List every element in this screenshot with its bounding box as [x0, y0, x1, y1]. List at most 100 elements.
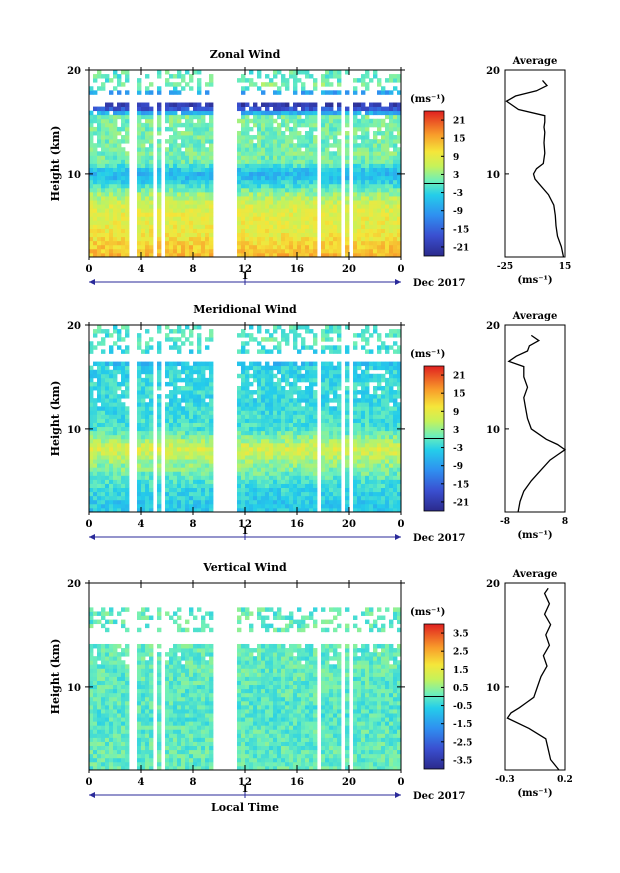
heatmap-cell	[141, 208, 146, 213]
heatmap-cell	[189, 459, 194, 464]
heatmap-cell	[373, 118, 378, 124]
heatmap-cell	[185, 414, 190, 419]
heatmap-cell	[181, 459, 186, 464]
heatmap-cell	[289, 147, 294, 152]
heatmap-cell	[201, 422, 206, 428]
heatmap-cell	[353, 446, 358, 452]
heatmap-cell	[189, 463, 194, 468]
heatmap-cell	[337, 167, 342, 173]
heatmap-cell	[297, 430, 302, 436]
heatmap-cell	[357, 467, 362, 472]
heatmap-cell	[369, 240, 374, 246]
heatmap-cell	[197, 373, 202, 379]
heatmap-cell	[269, 216, 274, 221]
heatmap-cell	[137, 361, 142, 367]
heatmap-cell	[293, 434, 298, 440]
heatmap-cell	[365, 329, 370, 334]
heatmap-cell	[261, 349, 266, 354]
heatmap-cell	[369, 422, 374, 428]
heatmap-cell	[257, 126, 262, 132]
heatmap-cell	[297, 70, 302, 75]
heatmap-cell	[381, 479, 386, 484]
heatmap-cell	[265, 179, 270, 185]
heatmap-cell	[145, 183, 150, 189]
heatmap-cell	[101, 216, 106, 221]
heatmap-cell	[329, 216, 334, 221]
heatmap-cell	[365, 414, 370, 419]
heatmap-cell	[277, 381, 282, 387]
heatmap-cell	[181, 503, 186, 509]
heatmap-cell	[369, 503, 374, 509]
heatmap-cell	[241, 373, 246, 379]
heatmap-cell	[285, 179, 290, 185]
heatmap-cell	[105, 422, 110, 428]
heatmap-cell	[193, 216, 198, 221]
heatmap-cell	[97, 240, 102, 246]
heatmap-cell	[205, 155, 210, 160]
heatmap-cell	[305, 248, 310, 254]
heatmap-cell	[177, 102, 182, 107]
heatmap-cell	[321, 171, 326, 177]
heatmap-cell	[297, 171, 302, 177]
heatmap-cell	[321, 139, 326, 144]
heatmap-cell	[273, 171, 278, 177]
heatmap-cell	[101, 341, 106, 346]
heatmap-cell	[285, 406, 290, 411]
heatmap-cell	[281, 442, 286, 448]
heatmap-cell	[385, 151, 390, 156]
heatmap-cell	[241, 455, 246, 460]
heatmap-cell	[361, 244, 366, 250]
heatmap-cell	[305, 216, 310, 221]
heatmap-cell	[269, 446, 274, 452]
heatmap-cell	[93, 252, 98, 258]
heatmap-cell	[305, 228, 310, 234]
heatmap-cell	[177, 402, 182, 407]
heatmap-cell	[277, 438, 282, 444]
heatmap-cell	[325, 499, 330, 505]
heatmap-cell	[285, 377, 290, 383]
heatmap-cell	[93, 467, 98, 472]
heatmap-cell	[333, 394, 338, 399]
heatmap-cell	[365, 236, 370, 242]
heatmap-cell	[333, 139, 338, 144]
heatmap-cell	[381, 232, 386, 238]
heatmap-cell	[145, 377, 150, 383]
heatmap-cell	[109, 240, 114, 246]
heatmap-cell	[137, 487, 142, 493]
heatmap-cell	[149, 426, 154, 432]
heatmap-cell	[273, 398, 278, 403]
heatmap-cell	[257, 381, 262, 387]
heatmap-cell	[293, 491, 298, 497]
heatmap-cell	[329, 155, 334, 160]
heatmap-cell	[297, 236, 302, 242]
heatmap-cell	[189, 248, 194, 254]
heatmap-cell	[205, 110, 210, 116]
heatmap-cell	[105, 414, 110, 419]
heatmap-cell	[293, 446, 298, 452]
heatmap-cell	[273, 361, 278, 367]
heatmap-cell	[209, 463, 214, 468]
heatmap-cell	[109, 139, 114, 144]
heatmap-cell	[365, 224, 370, 229]
heatmap-cell	[301, 422, 306, 428]
heatmap-cell	[177, 248, 182, 254]
heatmap-cell	[157, 208, 162, 213]
heatmap-cell	[169, 212, 174, 217]
heatmap-cell	[89, 446, 94, 452]
heatmap-cell	[121, 337, 126, 342]
heatmap-cell	[361, 495, 366, 501]
heatmap-cell	[173, 191, 178, 197]
heatmap-cell	[393, 175, 398, 181]
heatmap-cell	[369, 183, 374, 189]
heatmap-cell	[357, 118, 362, 124]
heatmap-cell	[377, 483, 382, 489]
colorbar-tick-label: 9	[453, 153, 459, 163]
heatmap-cell	[281, 204, 286, 209]
heatmap-cell	[377, 139, 382, 144]
heatmap-cell	[285, 220, 290, 225]
heatmap-cell	[137, 426, 142, 432]
heatmap-cell	[117, 402, 122, 407]
heatmap-cell	[361, 252, 366, 258]
heatmap-cell	[97, 507, 102, 513]
heatmap-cell	[309, 204, 314, 209]
